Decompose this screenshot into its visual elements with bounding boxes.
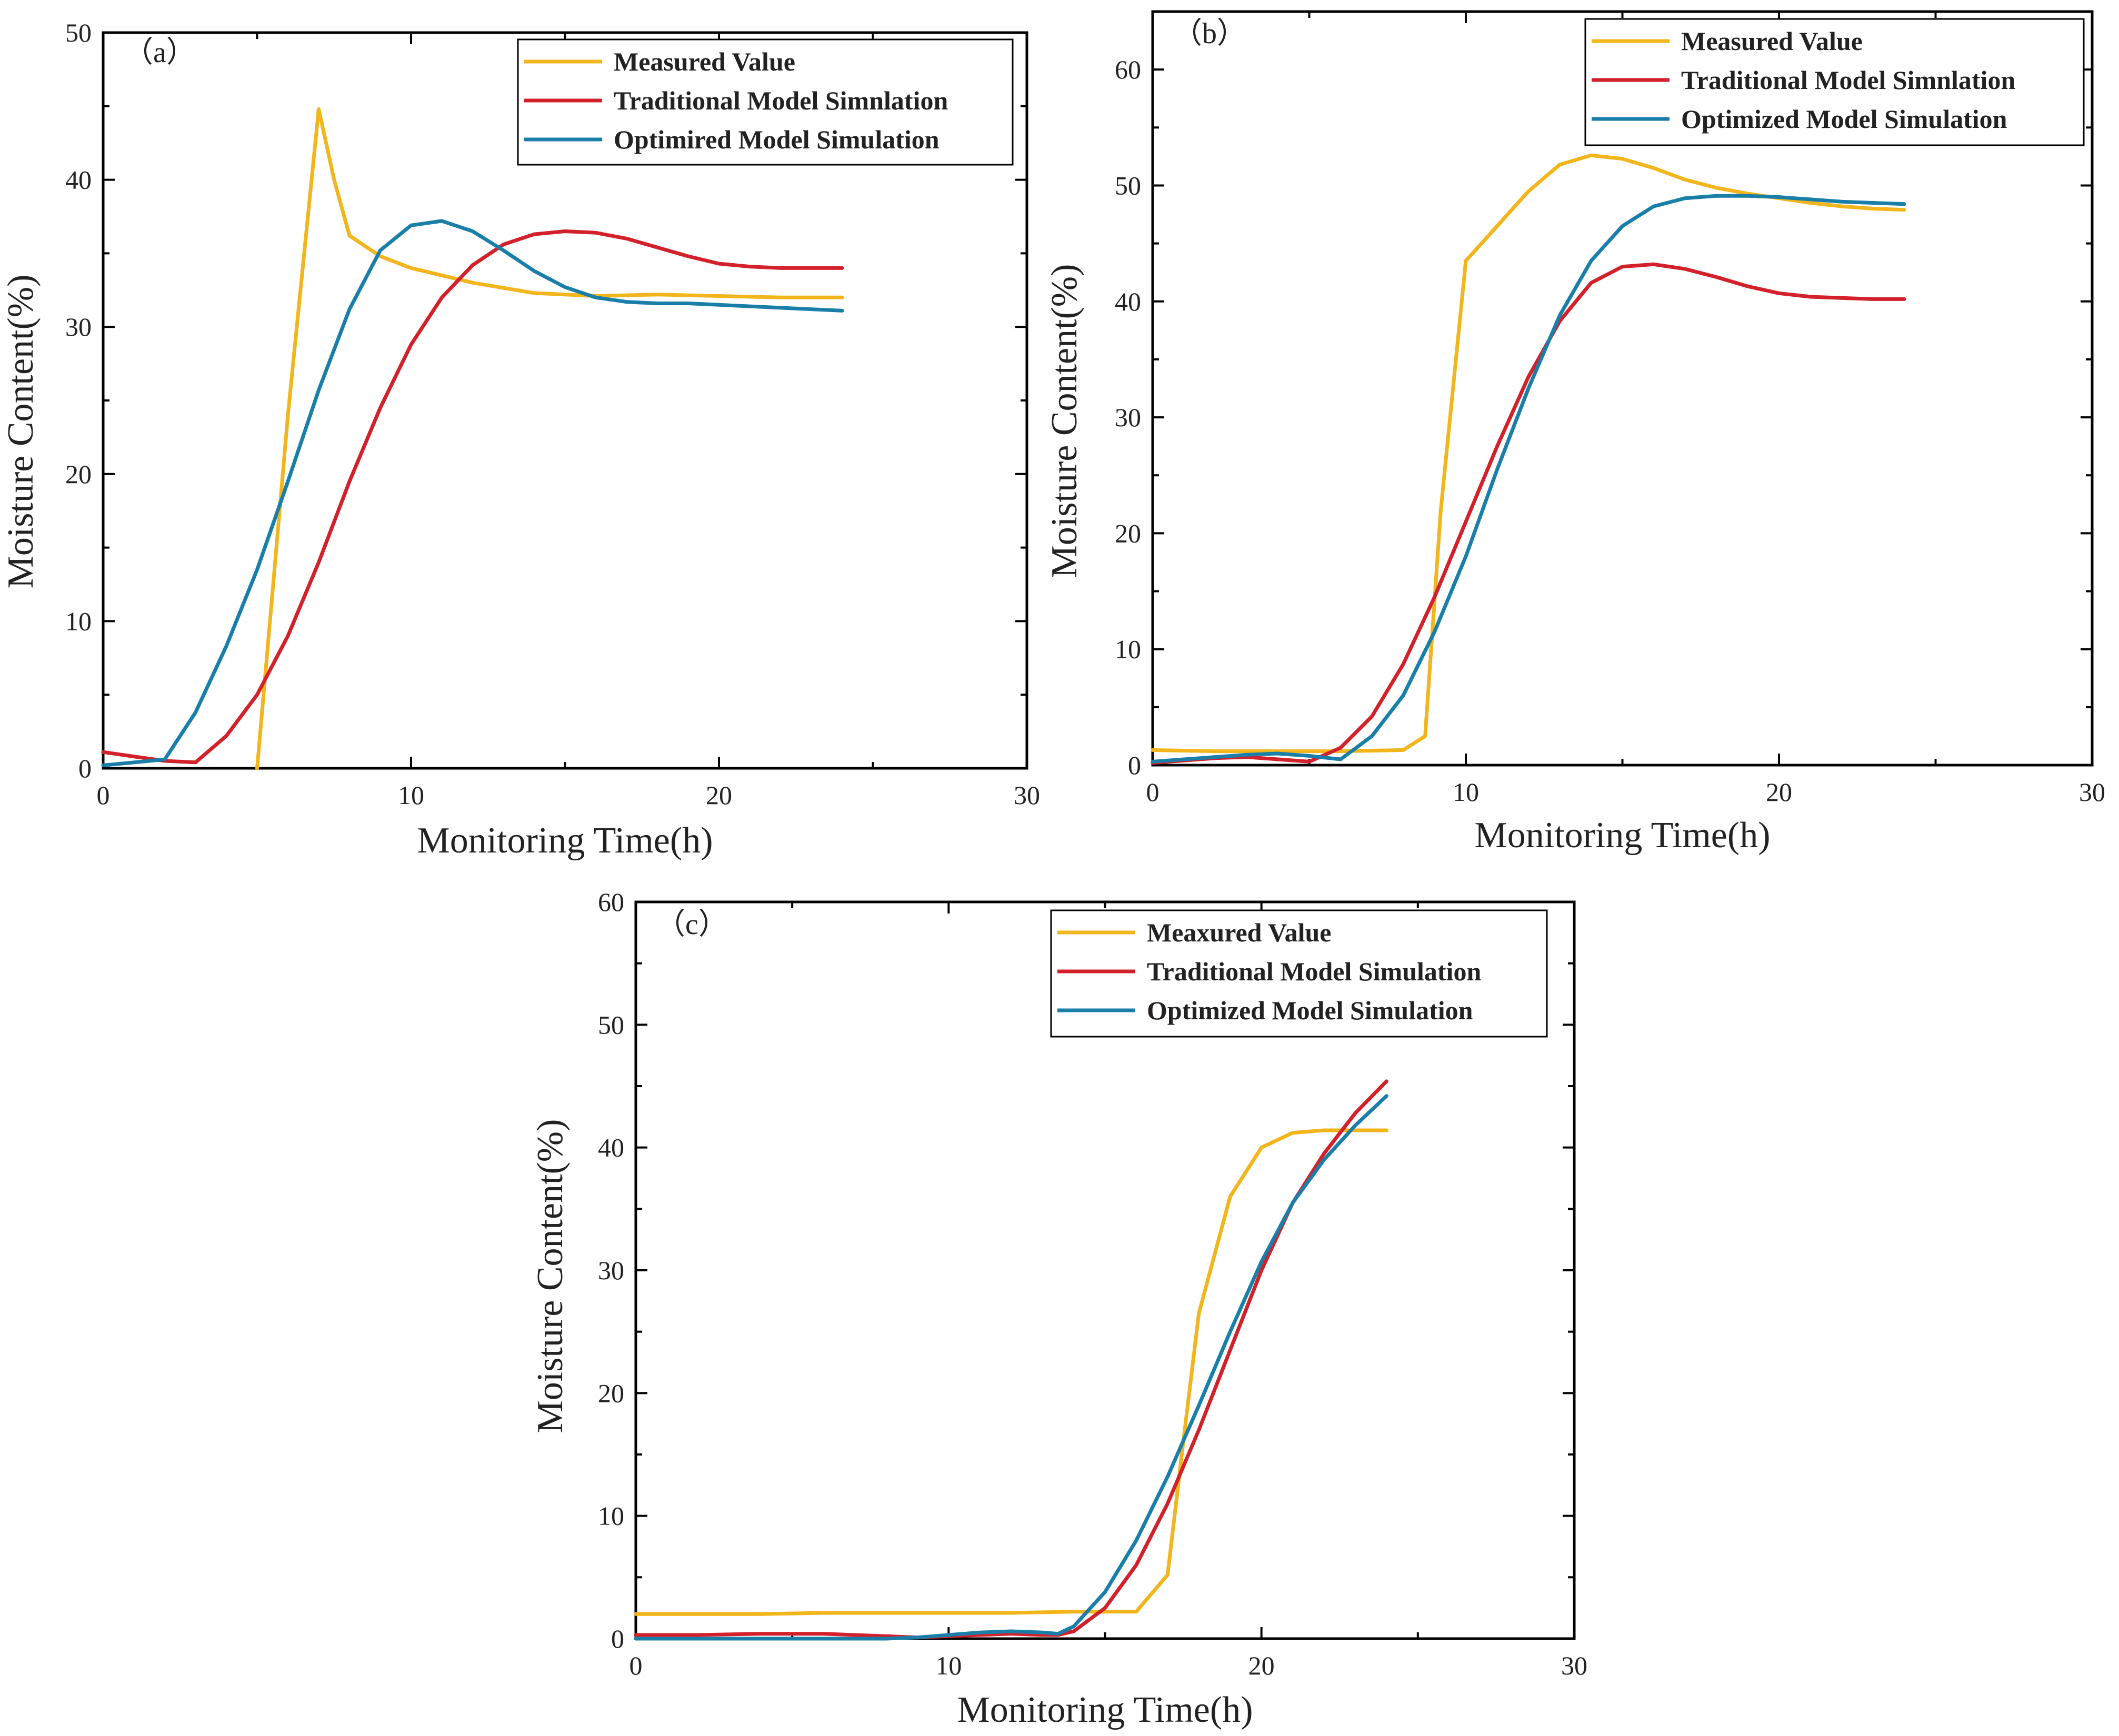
x-axis-label: Monitoring Time(h) <box>1474 815 1770 856</box>
x-tick-label: 20 <box>706 780 732 810</box>
series-line-optimized <box>101 219 844 767</box>
y-tick-label: 40 <box>65 165 92 195</box>
x-tick-label: 10 <box>935 1651 962 1680</box>
y-axis-label: Moisture Content(%) <box>1 275 41 589</box>
legend-label: Traditional Model Simnlation <box>1681 65 2015 95</box>
x-tick-label: 30 <box>2079 777 2105 807</box>
chart-a: 0 10 20 30 0 10 20 30 40 50 Monitoring Time(h) Mois… <box>1 18 1040 861</box>
y-tick-label: 30 <box>598 1256 624 1285</box>
x-axis-label: Monitoring Time(h) <box>417 820 713 861</box>
panel-label: （a） <box>124 36 196 69</box>
y-tick-label: 20 <box>598 1378 624 1408</box>
y-tick-label: 0 <box>611 1624 624 1653</box>
series-line-measured <box>634 1128 1388 1616</box>
legend-label: Traditional Model Simulation <box>1147 957 1481 986</box>
x-tick-label: 20 <box>1248 1651 1275 1680</box>
y-tick-label: 0 <box>78 754 92 783</box>
legend-label: Meaxured Value <box>1147 918 1332 947</box>
y-tick-label: 60 <box>598 887 624 917</box>
series-line-traditional <box>101 229 844 765</box>
legend-label: Optimired Model Simulation <box>614 125 939 154</box>
y-tick-label: 20 <box>1115 518 1141 548</box>
series-line-measured <box>1151 153 1906 754</box>
chart-b: 0 10 20 30 0 10 20 30 40 50 60 Monitoring Time(h) Mo… <box>1044 10 2105 856</box>
panel-label: （b） <box>1173 17 1246 50</box>
y-tick-label: 50 <box>1115 170 1141 200</box>
legend-label: Traditional Model Simnlation <box>614 86 948 115</box>
y-tick-label: 30 <box>1115 403 1141 432</box>
y-tick-label: 60 <box>1115 55 1141 84</box>
y-tick-label: 10 <box>1115 635 1141 664</box>
legend-label: Measured Value <box>614 47 795 76</box>
legend-label: Measured Value <box>1681 26 1863 56</box>
y-tick-label: 40 <box>598 1133 624 1162</box>
x-tick-label: 0 <box>629 1651 643 1680</box>
y-axis-label: Moisture Content(%) <box>1044 264 1085 578</box>
y-tick-label: 20 <box>65 459 92 489</box>
x-tick-label: 20 <box>1766 777 1792 807</box>
y-tick-label: 30 <box>65 312 92 342</box>
x-tick-label: 30 <box>1561 1651 1587 1680</box>
series-line-optimized <box>634 1094 1388 1641</box>
x-axis-label: Monitoring Time(h) <box>957 1690 1253 1730</box>
y-tick-label: 10 <box>65 606 92 636</box>
x-tick-label: 30 <box>1014 780 1040 810</box>
x-tick-label: 10 <box>398 780 424 810</box>
y-tick-label: 10 <box>598 1501 624 1531</box>
y-tick-label: 40 <box>1115 287 1141 316</box>
x-tick-label: 0 <box>97 780 110 810</box>
x-tick-label: 0 <box>1146 777 1160 807</box>
series-line-measured <box>255 107 844 770</box>
panel-label: （c） <box>656 908 728 941</box>
series-line-traditional <box>634 1079 1388 1640</box>
chart-c: 0 10 20 30 0 10 20 30 40 50 60 Monitoring Time(h) Mo… <box>530 887 1587 1730</box>
y-tick-label: 0 <box>1128 750 1141 780</box>
legend-label: Optimized Model Simulation <box>1681 104 2007 134</box>
legend-label: Optimized Model Simulation <box>1147 996 1473 1025</box>
y-tick-label: 50 <box>65 18 92 47</box>
series-line-optimized <box>1151 194 1906 764</box>
series-line-traditional <box>1151 262 1906 765</box>
x-tick-label: 10 <box>1453 777 1479 807</box>
y-tick-label: 50 <box>598 1010 624 1039</box>
y-axis-label: Moisture Content(%) <box>530 1119 571 1433</box>
